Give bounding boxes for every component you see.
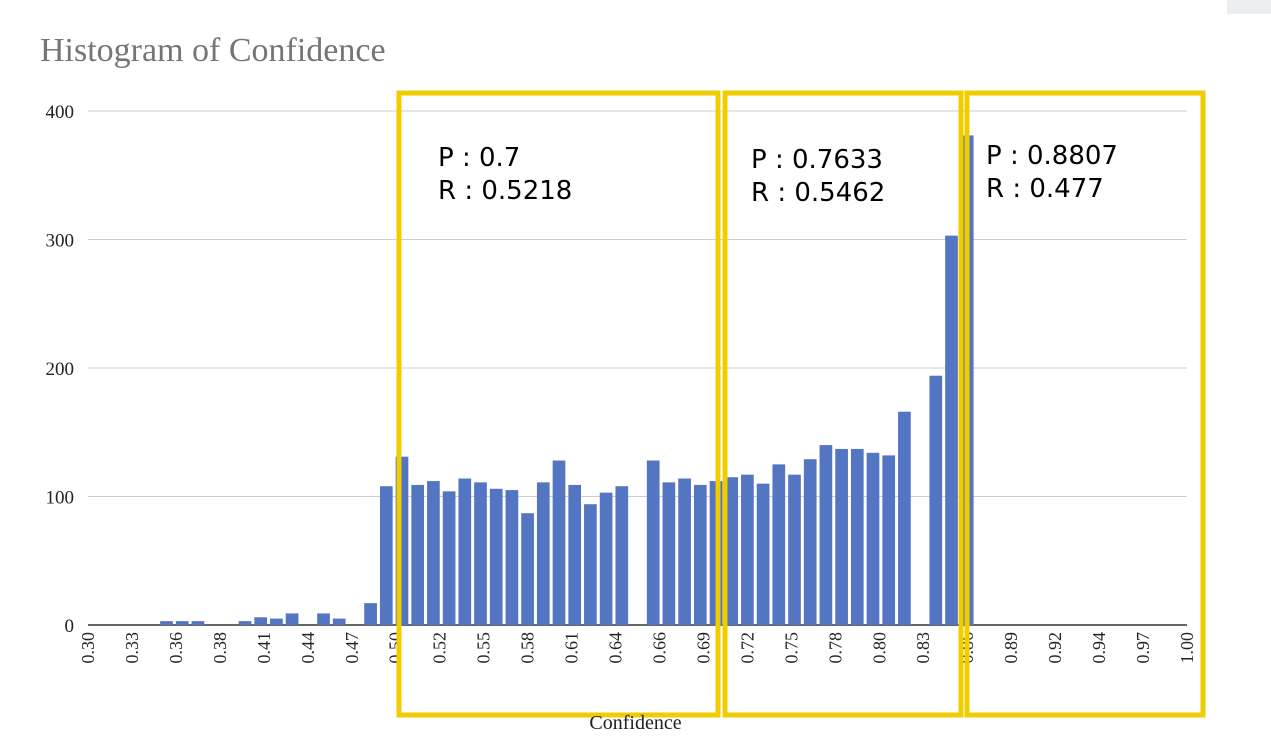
bar [584, 504, 597, 625]
bar [458, 478, 472, 625]
bar [662, 482, 676, 625]
x-tick-label: 0.44 [298, 632, 318, 664]
y-tick-label: 100 [46, 488, 75, 509]
bar [505, 490, 519, 625]
bar [599, 492, 613, 625]
bar [332, 618, 346, 625]
bar [160, 621, 173, 625]
highlight-box-1 [396, 90, 721, 718]
bar [788, 474, 801, 625]
x-tick-label: 0.47 [342, 632, 362, 664]
annotation-1-precision: P : 0.7 [438, 143, 521, 173]
annotation-3-recall: R : 0.477 [986, 174, 1104, 204]
x-tick-label: 0.78 [825, 632, 845, 664]
bar [615, 486, 629, 625]
bar [317, 613, 330, 625]
bar [882, 455, 896, 625]
bar [411, 484, 425, 625]
bar [866, 452, 880, 625]
bar [521, 513, 534, 625]
y-tick-label: 0 [65, 616, 75, 637]
bar [693, 484, 707, 625]
bar [552, 460, 566, 625]
annotation-2-recall: R : 0.5462 [751, 178, 886, 208]
x-tick-label: 0.92 [1045, 632, 1065, 664]
x-axis-label: Confidence [589, 712, 682, 734]
bar [427, 481, 440, 625]
annotation-1: P : 0.7 R : 0.5218 [438, 142, 572, 208]
x-tick-label: 0.94 [1089, 632, 1109, 664]
x-tick-label: 0.80 [869, 632, 889, 664]
x-tick-label: 0.38 [210, 632, 230, 664]
bar [945, 235, 958, 625]
x-tick-label: 0.52 [430, 632, 450, 664]
highlight-box-2 [722, 90, 964, 718]
x-tick-label: 0.89 [1001, 632, 1021, 664]
bar [725, 477, 739, 625]
x-axis-ticks: 0.30 0.33 0.36 0.38 0.41 0.44 0.47 0.50 0.52 0.55… [78, 632, 1197, 664]
x-tick-label: 0.72 [737, 632, 757, 664]
bar [285, 613, 299, 625]
highlight-box-3 [964, 90, 1206, 718]
bar [756, 483, 770, 625]
bar [364, 603, 377, 625]
bar [175, 621, 189, 625]
x-tick-label: 0.64 [606, 632, 626, 664]
bar [646, 460, 660, 625]
highlight-boxes [396, 90, 1206, 718]
x-tick-label: 0.66 [649, 632, 669, 664]
y-tick-label: 300 [46, 231, 75, 252]
bar [741, 474, 754, 625]
window-corner [1227, 0, 1271, 14]
bar [536, 482, 550, 625]
x-tick-label: 0.50 [386, 632, 406, 664]
bar [678, 478, 691, 625]
bar [772, 464, 786, 625]
bar [379, 486, 393, 625]
x-tick-label: 0.97 [1133, 632, 1153, 664]
x-tick-label: 0.61 [562, 632, 582, 664]
x-tick-label: 0.69 [693, 632, 713, 664]
x-tick-label: 0.83 [913, 632, 933, 664]
bar [929, 375, 943, 625]
bar [803, 459, 817, 625]
bar [474, 482, 487, 625]
bar [270, 618, 283, 625]
x-tick-label: 0.58 [518, 632, 538, 664]
bar [442, 491, 456, 625]
bar [238, 621, 252, 625]
annotation-3-precision: P : 0.8807 [986, 141, 1118, 171]
bar [191, 621, 205, 625]
bar [835, 448, 848, 625]
bar [819, 445, 833, 625]
x-tick-label: 0.41 [254, 632, 274, 664]
annotation-1-recall: R : 0.5218 [438, 176, 573, 206]
x-tick-label: 0.33 [122, 632, 142, 664]
bar [568, 484, 582, 625]
y-tick-label: 400 [46, 102, 75, 123]
x-tick-label: 0.30 [78, 632, 98, 664]
x-tick-label: 0.75 [781, 632, 801, 664]
y-axis-ticks: 0 100 200 300 400 [46, 102, 75, 637]
bar [254, 617, 268, 625]
y-tick-label: 200 [46, 359, 75, 380]
x-tick-label: 0.55 [474, 632, 494, 664]
bar [898, 411, 911, 625]
annotation-2: P : 0.7633 R : 0.5462 [751, 144, 885, 210]
chart-title: Histogram of Confidence [40, 32, 386, 69]
x-tick-label: 0.36 [166, 632, 186, 664]
annotation-2-precision: P : 0.7633 [751, 145, 883, 175]
bar [850, 448, 864, 625]
annotation-3: P : 0.8807 R : 0.477 [986, 140, 1118, 206]
x-tick-label: 1.00 [1177, 632, 1197, 664]
bar [489, 488, 503, 625]
